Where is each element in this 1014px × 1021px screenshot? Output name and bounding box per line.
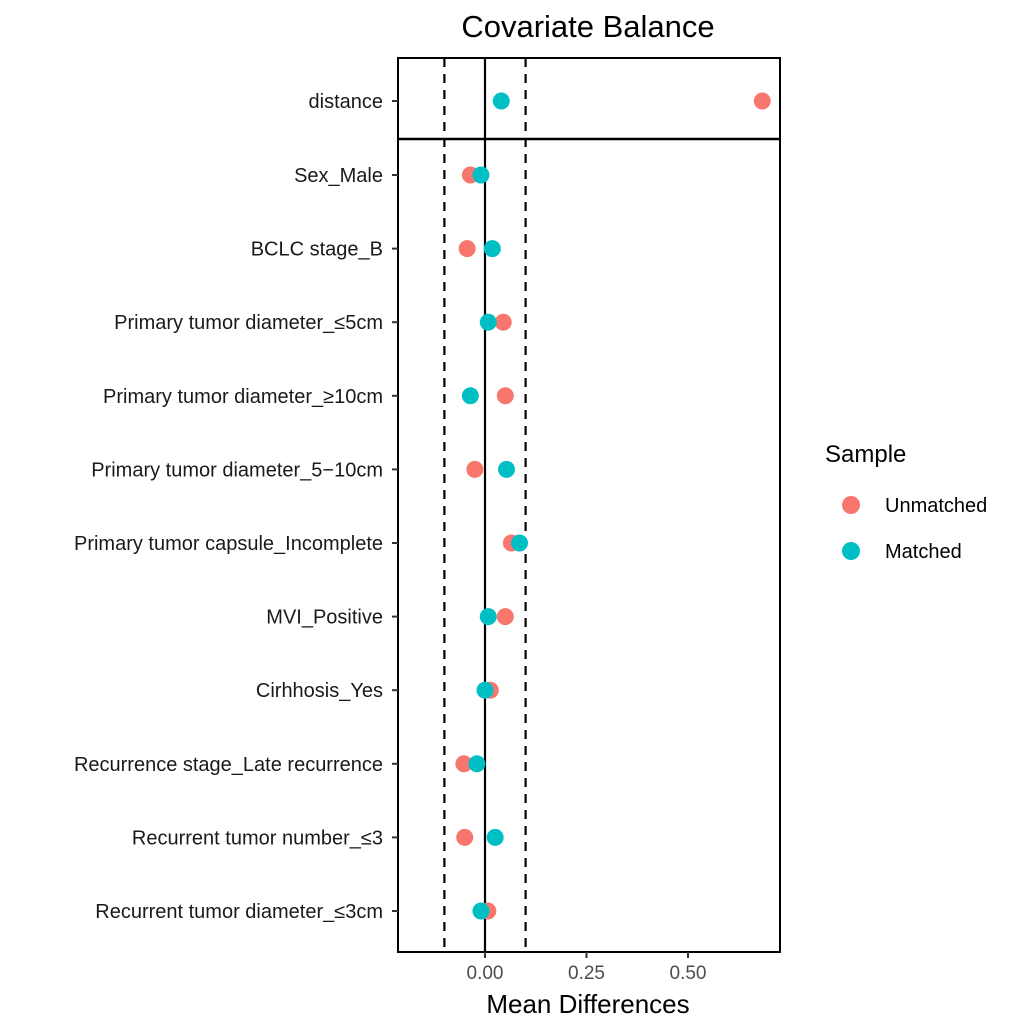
point-matched: [486, 828, 504, 846]
legend-key-unmatched: [842, 496, 860, 514]
point-matched: [472, 902, 490, 920]
x-tick-label: 0.25: [568, 963, 605, 984]
point-matched: [511, 534, 529, 552]
point-matched: [476, 681, 494, 699]
point-matched: [492, 92, 510, 110]
x-axis-title: Mean Differences: [486, 989, 689, 1019]
y-tick-label: Sex_Male: [294, 165, 383, 187]
chart-title: Covariate Balance: [461, 9, 714, 44]
legend-title: Sample: [825, 441, 906, 468]
point-unmatched: [496, 608, 514, 626]
legend-label-matched: Matched: [885, 541, 962, 563]
y-tick-label: distance: [309, 91, 384, 113]
point-matched: [479, 313, 497, 331]
y-tick-label: Primary tumor diameter_≥10cm: [103, 386, 383, 408]
panel-border: [397, 57, 781, 953]
point-unmatched: [455, 755, 473, 773]
point-unmatched: [456, 828, 474, 846]
y-tick-label: Cirhhosis_Yes: [256, 680, 383, 702]
point-unmatched: [466, 460, 484, 478]
x-tick-label: 0.50: [670, 963, 707, 984]
reference-lines: [443, 58, 527, 952]
y-tick-label: Recurrence stage_Late recurrence: [74, 754, 383, 776]
y-tick-label: Recurrent tumor diameter_≤3cm: [95, 901, 383, 923]
point-unmatched: [494, 313, 512, 331]
data-points: [455, 92, 771, 920]
y-tick-label: BCLC stage_B: [251, 239, 383, 261]
x-axis: 0.00 0.25 0.50: [467, 952, 707, 984]
point-matched: [472, 166, 490, 184]
y-axis: distance Sex_Male BCLC stage_B Primary tumo…: [74, 91, 398, 923]
point-matched: [468, 755, 486, 773]
legend-label-unmatched: Unmatched: [885, 495, 987, 517]
y-tick-label: Recurrent tumor number_≤3: [132, 827, 383, 849]
legend-key-matched: [842, 542, 860, 560]
y-tick-label: Primary tumor diameter_≤5cm: [114, 312, 383, 334]
point-unmatched: [496, 387, 514, 405]
point-matched: [479, 608, 497, 626]
point-matched: [498, 460, 516, 478]
point-matched: [483, 240, 501, 258]
y-tick-label: MVI_Positive: [266, 607, 383, 629]
y-tick-label: Primary tumor diameter_5−10cm: [91, 459, 383, 481]
x-tick-label: 0.00: [467, 963, 504, 984]
point-unmatched: [458, 240, 476, 258]
plot-panel: [397, 57, 781, 953]
point-unmatched: [753, 92, 771, 110]
legend: Sample Unmatched Matched: [825, 441, 987, 563]
y-tick-label: Primary tumor capsule_Incomplete: [74, 533, 383, 555]
point-matched: [461, 387, 479, 405]
